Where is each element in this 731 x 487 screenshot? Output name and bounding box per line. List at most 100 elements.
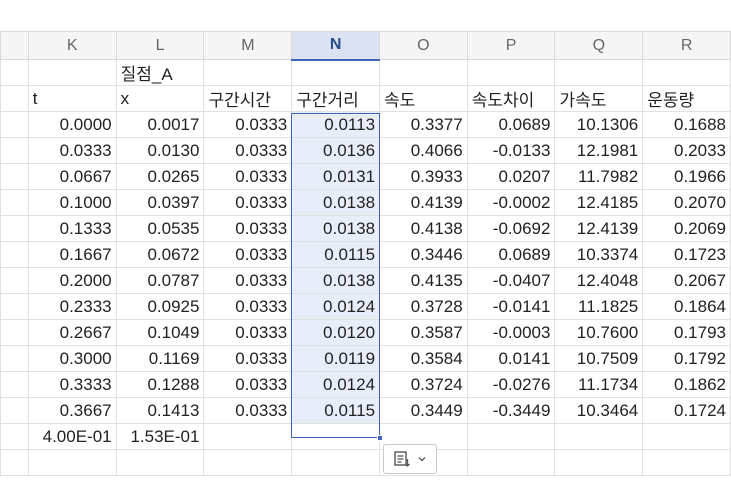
cell[interactable]: 10.3374 (554, 241, 644, 268)
row-stub[interactable] (0, 371, 29, 398)
cell[interactable]: x (115, 85, 205, 112)
cell[interactable]: -0.0276 (466, 371, 556, 398)
cell[interactable]: 4.00E-01 (27, 423, 117, 450)
cell[interactable]: -0.0692 (466, 215, 556, 242)
cell[interactable] (466, 59, 556, 86)
cell[interactable]: 0.1413 (115, 397, 205, 424)
cell[interactable]: 0.0689 (466, 111, 556, 138)
row-stub[interactable] (0, 345, 29, 372)
cell[interactable]: 0.4135 (379, 267, 468, 294)
paste-options-button[interactable] (383, 444, 437, 474)
cell[interactable] (642, 423, 731, 450)
row-stub[interactable] (0, 319, 29, 346)
cell[interactable]: 0.3446 (379, 241, 468, 268)
cell[interactable]: 0.1000 (27, 189, 117, 216)
cell[interactable]: 0.0138 (291, 189, 381, 216)
row-stub[interactable] (0, 397, 29, 424)
cell[interactable]: 0.0333 (203, 345, 293, 372)
cell[interactable]: 0.3724 (379, 371, 468, 398)
column-header-m[interactable]: M (203, 31, 293, 60)
column-header-o[interactable]: O (379, 31, 468, 60)
cell[interactable] (642, 59, 731, 86)
cell[interactable]: 0.3667 (27, 397, 117, 424)
column-header-n[interactable]: N (291, 31, 381, 61)
cell[interactable]: 0.0130 (115, 137, 205, 164)
cell[interactable]: 0.1288 (115, 371, 205, 398)
cell[interactable]: 0.1049 (115, 319, 205, 346)
cell[interactable]: 운동량 (642, 85, 731, 112)
cell[interactable]: 속도 (379, 85, 468, 112)
cell[interactable]: 0.3587 (379, 319, 468, 346)
cell[interactable] (115, 449, 205, 476)
fill-handle[interactable] (377, 435, 383, 441)
cell[interactable]: 0.1862 (642, 371, 731, 398)
cell[interactable]: 12.4139 (554, 215, 644, 242)
cell[interactable]: 질점_A (115, 59, 205, 86)
cell[interactable]: 0.4139 (379, 189, 468, 216)
cell[interactable] (466, 449, 556, 476)
cell[interactable]: 1.53E-01 (115, 423, 205, 450)
cell[interactable]: 0.0333 (203, 189, 293, 216)
cell[interactable]: 0.0138 (291, 215, 381, 242)
cell[interactable]: 0.0333 (203, 215, 293, 242)
cell[interactable]: 0.0120 (291, 319, 381, 346)
column-header-q[interactable]: Q (554, 31, 644, 60)
cell[interactable]: 0.4066 (379, 137, 468, 164)
cell[interactable]: 10.1306 (554, 111, 644, 138)
cell[interactable]: 0.3449 (379, 397, 468, 424)
column-header-k[interactable]: K (27, 31, 117, 60)
cell[interactable]: 10.3464 (554, 397, 644, 424)
cell[interactable] (291, 423, 381, 450)
cell[interactable] (27, 59, 117, 86)
cell[interactable]: 0.0333 (203, 137, 293, 164)
cell[interactable]: 구간거리 (291, 85, 381, 112)
cell[interactable]: 11.1825 (554, 293, 644, 320)
cell[interactable]: 구간시간 (203, 85, 293, 112)
cell[interactable] (379, 59, 468, 86)
cell[interactable]: 0.0333 (27, 137, 117, 164)
cell[interactable]: 0.0333 (203, 267, 293, 294)
cell[interactable]: 0.0265 (115, 163, 205, 190)
cell[interactable]: 0.2333 (27, 293, 117, 320)
cell[interactable]: 0.3000 (27, 345, 117, 372)
cell[interactable]: 0.0672 (115, 241, 205, 268)
cell[interactable]: 0.1724 (642, 397, 731, 424)
cell[interactable]: 0.0333 (203, 319, 293, 346)
cell[interactable]: 0.0333 (203, 163, 293, 190)
cell[interactable]: 0.2067 (642, 267, 731, 294)
cell[interactable]: 0.1667 (27, 241, 117, 268)
cell[interactable]: 0.0124 (291, 371, 381, 398)
cell[interactable]: 0.2070 (642, 189, 731, 216)
row-stub[interactable] (0, 293, 29, 320)
cell[interactable]: 0.1864 (642, 293, 731, 320)
cell[interactable]: 0.2033 (642, 137, 731, 164)
cell[interactable]: -0.0002 (466, 189, 556, 216)
cell[interactable]: -0.0407 (466, 267, 556, 294)
cell[interactable]: 0.4138 (379, 215, 468, 242)
cell[interactable] (291, 449, 381, 476)
cell[interactable]: 0.2667 (27, 319, 117, 346)
cell[interactable]: 0.0131 (291, 163, 381, 190)
cell[interactable]: 12.4048 (554, 267, 644, 294)
column-header-p[interactable]: P (466, 31, 556, 60)
cell[interactable]: 0.0333 (203, 293, 293, 320)
cell[interactable] (27, 449, 117, 476)
cell[interactable]: 0.0333 (203, 241, 293, 268)
cell[interactable]: 0.0397 (115, 189, 205, 216)
cell[interactable]: 0.0141 (466, 345, 556, 372)
cell[interactable]: 0.3584 (379, 345, 468, 372)
row-stub[interactable] (0, 423, 29, 450)
cell[interactable] (642, 449, 731, 476)
cell[interactable]: 0.0925 (115, 293, 205, 320)
column-header-l[interactable]: L (115, 31, 205, 60)
cell[interactable]: 10.7509 (554, 345, 644, 372)
cell[interactable]: 11.1734 (554, 371, 644, 398)
cell[interactable]: 0.0333 (203, 111, 293, 138)
cell[interactable]: t (27, 85, 117, 112)
cell[interactable]: 0.1792 (642, 345, 731, 372)
cell[interactable]: 10.7600 (554, 319, 644, 346)
cell[interactable]: 12.1981 (554, 137, 644, 164)
cell[interactable]: 0.1793 (642, 319, 731, 346)
cell[interactable]: 0.3333 (27, 371, 117, 398)
cell[interactable]: 0.2000 (27, 267, 117, 294)
